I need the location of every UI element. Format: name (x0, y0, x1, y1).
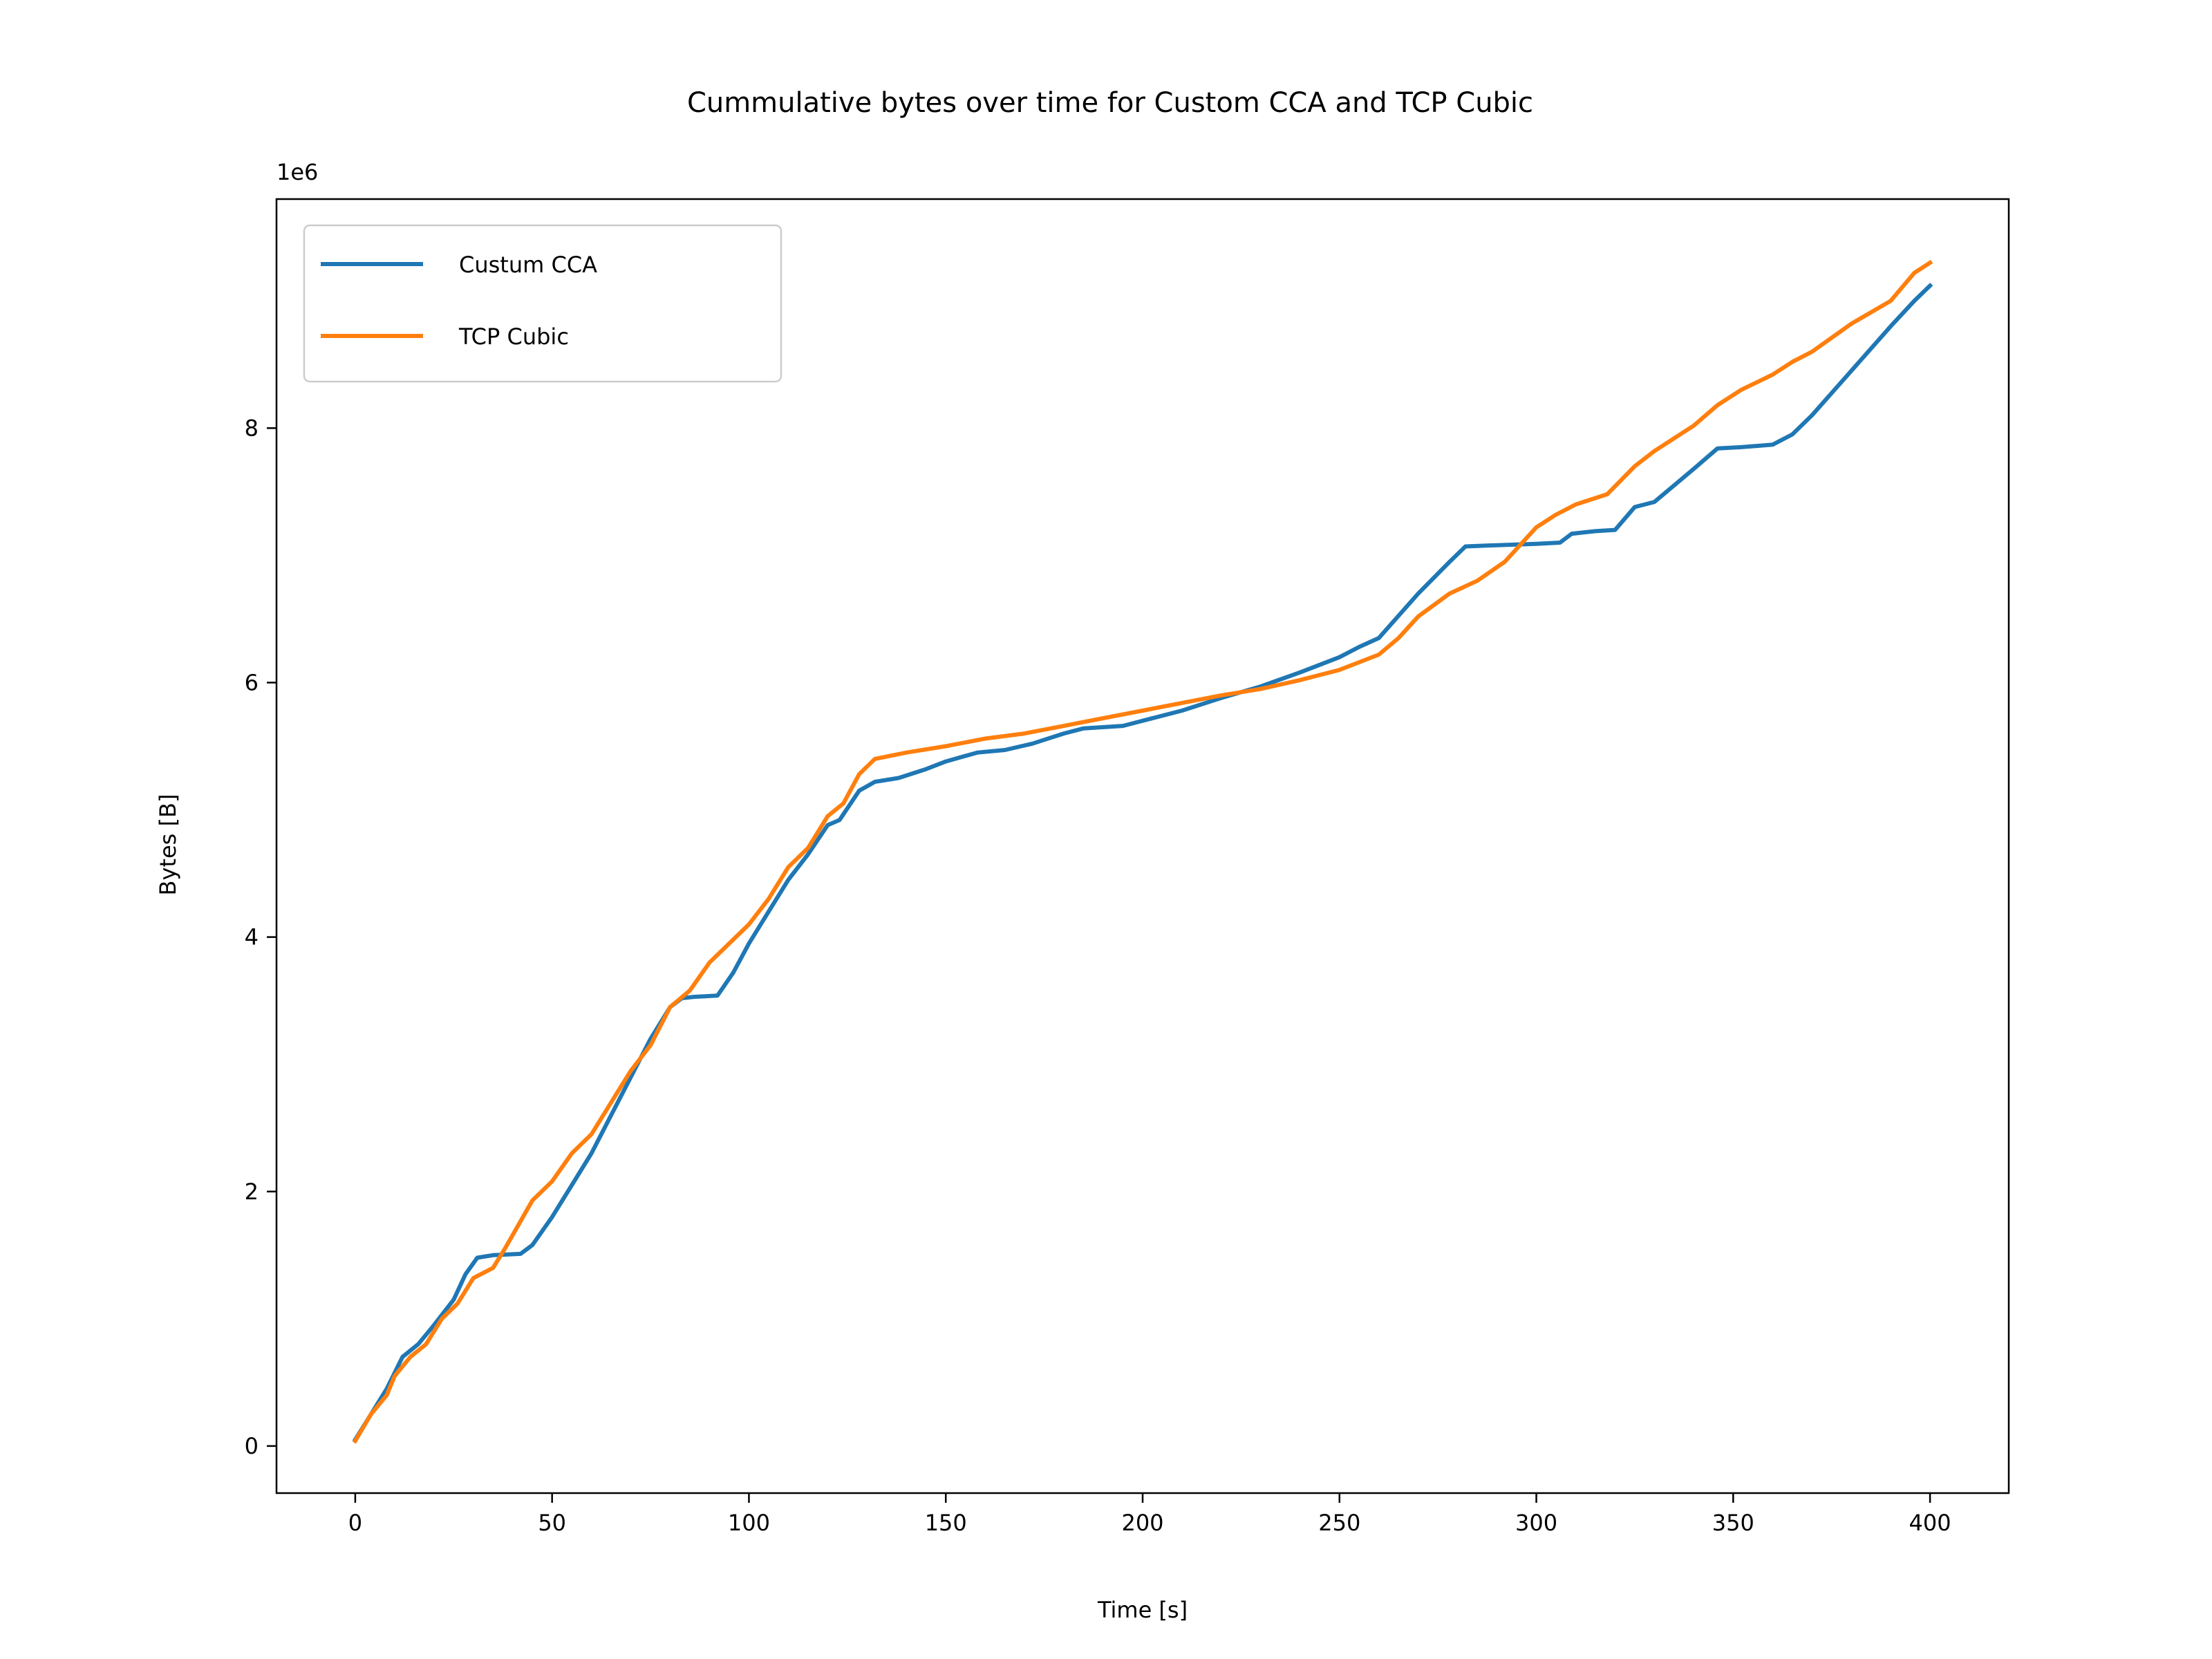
x-tick-label: 300 (1515, 1510, 1557, 1536)
y-tick-label: 2 (245, 1179, 259, 1205)
y-tick-label: 4 (245, 924, 259, 950)
chart-title: Cummulative bytes over time for Custom C… (687, 87, 1533, 119)
x-tick-label: 200 (1121, 1510, 1163, 1536)
x-tick-label: 100 (728, 1510, 770, 1536)
legend: Custum CCA TCP Cubic (303, 224, 782, 383)
y-axis-label: Bytes [B] (155, 794, 181, 896)
legend-label-custum-cca: Custum CCA (459, 252, 597, 278)
legend-label-tcp-cubic: TCP Cubic (458, 324, 569, 350)
x-tick-label: 50 (538, 1510, 566, 1536)
x-tick-label: 150 (925, 1510, 967, 1536)
x-tick-label: 250 (1318, 1510, 1360, 1536)
x-axis-ticks: 0 50 100 150 200 250 300 350 400 (348, 1493, 1951, 1536)
legend-box (303, 224, 782, 383)
series-line-custum-cca (352, 282, 1933, 1443)
y-axis-offset-label: 1e6 (276, 159, 318, 185)
x-axis-label: Time [s] (1097, 1597, 1188, 1623)
x-tick-label: 0 (348, 1510, 362, 1536)
y-tick-label: 8 (245, 415, 259, 441)
y-axis-ticks: 0 2 4 6 8 (245, 415, 276, 1459)
x-tick-label: 350 (1712, 1510, 1754, 1536)
plot-frame (275, 198, 2010, 1494)
y-tick-label: 0 (245, 1433, 259, 1459)
series-line-tcp-cubic (352, 259, 1933, 1444)
plot-lines (352, 259, 1933, 1444)
x-tick-label: 400 (1909, 1510, 1951, 1536)
y-tick-label: 6 (245, 669, 259, 695)
